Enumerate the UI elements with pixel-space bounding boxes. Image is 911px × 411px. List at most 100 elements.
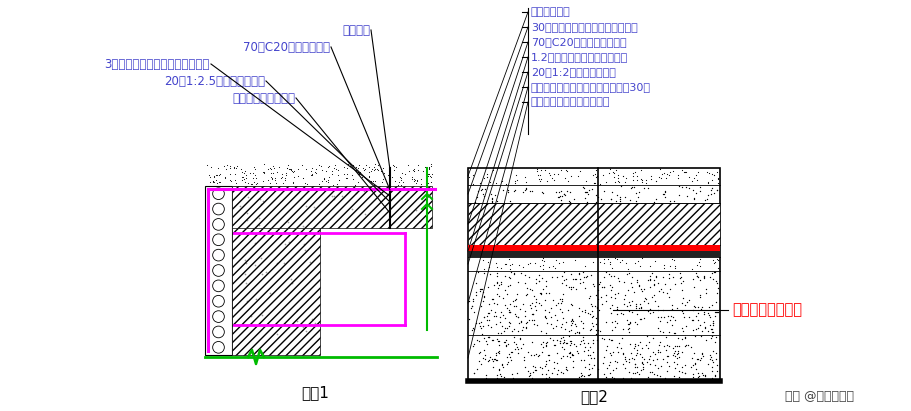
Point: [708, 350, 722, 357]
Point: [596, 371, 610, 377]
Point: [477, 375, 492, 381]
Point: [616, 301, 630, 308]
Point: [218, 166, 232, 173]
Point: [567, 321, 581, 327]
Point: [517, 324, 532, 330]
Point: [467, 279, 482, 286]
Point: [621, 270, 636, 276]
Point: [202, 174, 217, 180]
Point: [685, 276, 700, 282]
Text: 带找坡层、滤水层: 带找坡层、滤水层: [732, 302, 801, 318]
Point: [531, 278, 546, 285]
Point: [350, 164, 364, 171]
Point: [275, 348, 290, 354]
Point: [591, 281, 606, 287]
Point: [605, 336, 619, 343]
Point: [484, 336, 498, 343]
Point: [660, 359, 674, 365]
Point: [501, 256, 516, 263]
Point: [569, 348, 584, 354]
Point: [508, 369, 523, 376]
Point: [533, 328, 548, 334]
Point: [558, 339, 573, 346]
Point: [660, 342, 674, 349]
Point: [564, 317, 578, 324]
Point: [538, 343, 553, 350]
Point: [619, 321, 634, 328]
Point: [554, 296, 568, 302]
Point: [313, 163, 328, 169]
Point: [580, 361, 595, 367]
Point: [321, 164, 335, 171]
Point: [563, 322, 578, 328]
Point: [632, 338, 647, 345]
Point: [656, 170, 670, 177]
Point: [305, 172, 320, 178]
Point: [530, 272, 545, 278]
Point: [422, 171, 436, 178]
Point: [508, 340, 523, 347]
Point: [618, 355, 632, 362]
Point: [422, 166, 436, 173]
Point: [638, 176, 652, 183]
Point: [709, 309, 723, 315]
Point: [604, 326, 619, 333]
Point: [629, 172, 643, 179]
Point: [347, 182, 362, 188]
Point: [590, 287, 605, 293]
Point: [568, 257, 582, 263]
Point: [481, 357, 496, 363]
Point: [545, 325, 559, 332]
Point: [302, 259, 317, 266]
Point: [473, 186, 487, 193]
Point: [690, 262, 704, 268]
Point: [255, 178, 270, 185]
Point: [640, 185, 654, 191]
Point: [640, 308, 655, 315]
Point: [203, 164, 218, 171]
Point: [589, 296, 604, 302]
Point: [634, 288, 649, 295]
Point: [533, 167, 548, 173]
Point: [607, 291, 621, 298]
Point: [516, 356, 530, 363]
Point: [642, 306, 657, 312]
Point: [580, 190, 595, 197]
Point: [596, 335, 610, 342]
Point: [465, 297, 479, 304]
Point: [522, 302, 537, 309]
Point: [663, 302, 678, 308]
Point: [505, 261, 519, 267]
Point: [472, 349, 486, 356]
Point: [505, 328, 519, 334]
Point: [275, 170, 290, 177]
Point: [571, 330, 586, 336]
Point: [601, 270, 616, 277]
Point: [283, 166, 298, 172]
Point: [677, 370, 691, 376]
Point: [530, 353, 545, 360]
Point: [352, 171, 366, 178]
Point: [490, 330, 505, 336]
Point: [587, 361, 601, 368]
Point: [640, 333, 654, 340]
Point: [619, 316, 633, 323]
Point: [583, 300, 598, 307]
Point: [239, 175, 253, 181]
Point: [537, 297, 551, 304]
Point: [476, 293, 490, 300]
Point: [608, 255, 622, 262]
Point: [595, 360, 609, 366]
Point: [558, 340, 573, 346]
Point: [641, 283, 656, 290]
Point: [554, 298, 568, 304]
Point: [649, 274, 663, 280]
Point: [336, 164, 351, 170]
Point: [500, 359, 515, 365]
Point: [687, 304, 701, 311]
Point: [547, 365, 561, 372]
Point: [480, 284, 495, 291]
Point: [602, 261, 617, 268]
Point: [228, 176, 242, 183]
Point: [316, 175, 331, 182]
